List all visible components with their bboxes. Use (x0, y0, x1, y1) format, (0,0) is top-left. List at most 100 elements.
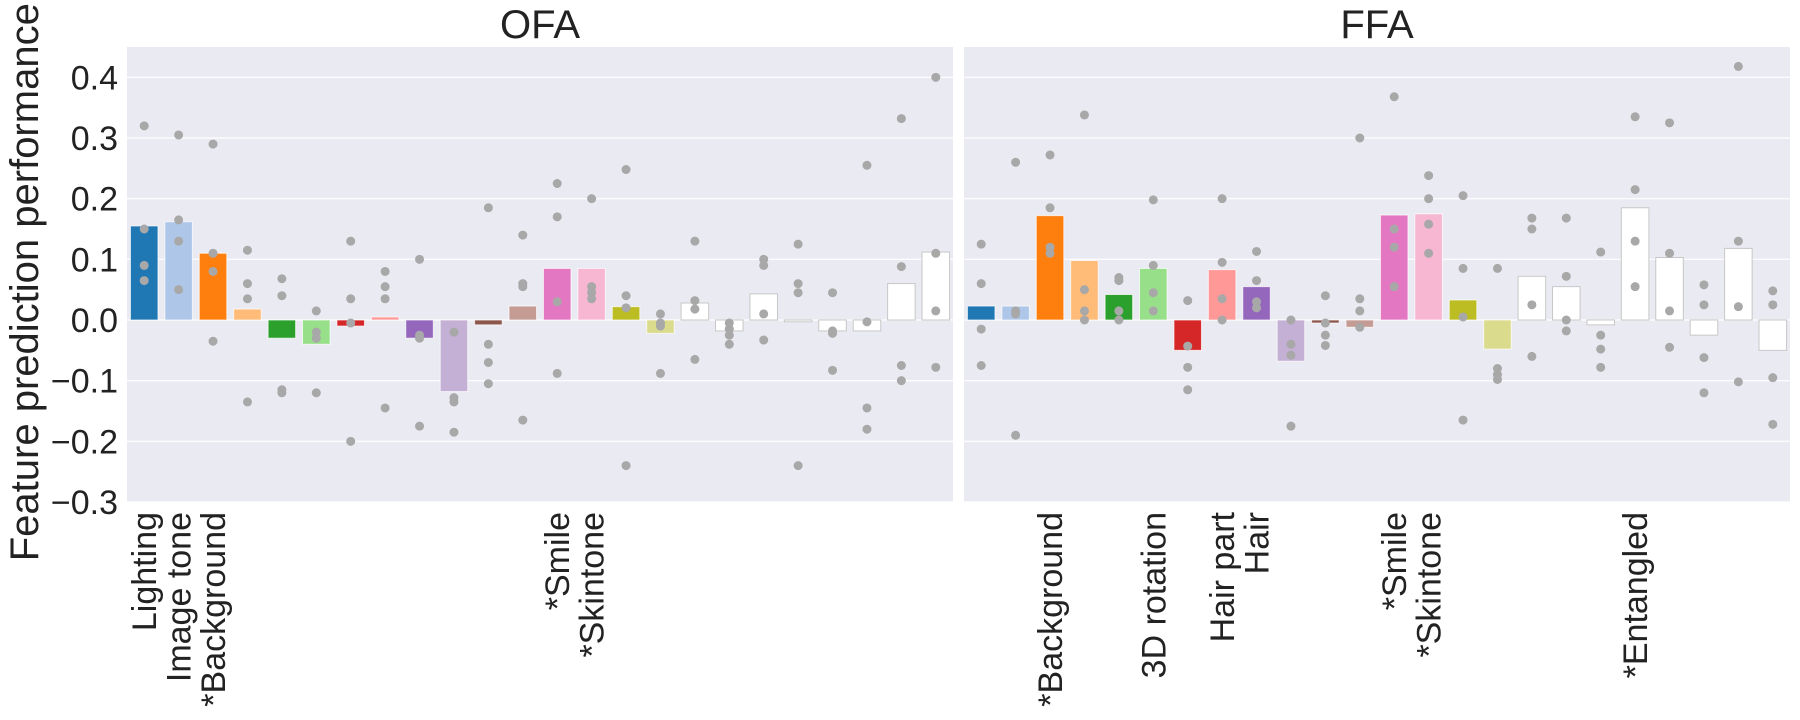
data-point (1079, 306, 1089, 316)
data-point (1011, 157, 1021, 167)
data-point (1286, 350, 1296, 360)
data-point (931, 362, 941, 372)
data-point (1217, 257, 1227, 267)
data-point (449, 427, 459, 437)
data-point (1699, 280, 1709, 290)
data-point (1355, 133, 1365, 143)
y-tick-label: 0.2 (71, 181, 118, 219)
data-point (1252, 246, 1262, 256)
data-point (1424, 194, 1434, 204)
data-point (1527, 224, 1537, 234)
data-point (1183, 362, 1193, 372)
data-point (1630, 112, 1640, 122)
data-point (208, 266, 218, 276)
data-point (1355, 322, 1365, 332)
data-point (1527, 213, 1537, 223)
data-point (139, 224, 149, 234)
data-point (552, 368, 562, 378)
data-point (1320, 340, 1330, 350)
data-point (896, 376, 906, 386)
data-point (1252, 276, 1262, 286)
data-point (1424, 248, 1434, 258)
data-point (1079, 315, 1089, 325)
category-label: *Background (195, 512, 233, 707)
data-point (1148, 195, 1158, 205)
bar (1620, 207, 1650, 321)
data-point (415, 421, 425, 431)
category-label: 3D rotation (1135, 512, 1173, 678)
y-tick-label: −0.1 (51, 363, 118, 401)
data-point (380, 294, 390, 304)
category-label: *Smile (1376, 512, 1414, 610)
data-point (1527, 351, 1537, 361)
data-point (1011, 309, 1021, 319)
bar (474, 319, 503, 326)
data-point (976, 279, 986, 289)
bar (1483, 319, 1512, 350)
data-point (346, 236, 356, 246)
data-point (277, 291, 287, 301)
data-point (1630, 282, 1640, 292)
bar (1655, 257, 1684, 321)
category-label: *Entangled (1617, 512, 1655, 678)
data-point (759, 260, 769, 270)
data-point (1045, 150, 1055, 160)
bar (966, 305, 996, 321)
data-point (346, 436, 356, 446)
data-point (1458, 191, 1468, 201)
data-point (1045, 203, 1055, 213)
category-label: *Smile (539, 512, 577, 610)
data-point (1733, 61, 1743, 71)
data-point (931, 306, 941, 316)
bar (1517, 275, 1547, 321)
data-point (1492, 374, 1502, 384)
data-point (1596, 330, 1606, 340)
data-point (552, 212, 562, 222)
data-point (1079, 285, 1089, 295)
data-point (1733, 377, 1743, 387)
bar (1689, 319, 1719, 336)
data-point (174, 130, 184, 140)
data-point (896, 262, 906, 272)
category-label: *Skintone (574, 512, 612, 658)
data-point (277, 274, 287, 284)
data-point (518, 415, 528, 425)
data-point (1596, 362, 1606, 372)
data-point (311, 388, 321, 398)
data-point (724, 330, 734, 340)
bar (198, 252, 228, 321)
data-point (346, 318, 356, 328)
data-point (1389, 92, 1399, 102)
bar (233, 308, 262, 321)
data-point (242, 397, 252, 407)
data-point (1045, 248, 1055, 258)
data-point (1561, 271, 1571, 281)
data-point (139, 121, 149, 131)
data-point (759, 309, 769, 319)
data-point (1389, 282, 1399, 292)
bar (1758, 319, 1788, 351)
data-point (1561, 213, 1571, 223)
data-point (449, 397, 459, 407)
data-point (139, 276, 149, 286)
data-point (1252, 303, 1262, 313)
bar (164, 221, 193, 321)
data-point (139, 260, 149, 270)
data-point (208, 248, 218, 258)
data-point (174, 215, 184, 225)
data-point (655, 321, 665, 331)
data-point (1286, 421, 1296, 431)
data-point (174, 285, 184, 295)
bar (1586, 319, 1615, 326)
data-point (1355, 306, 1365, 316)
data-point (1183, 385, 1193, 395)
bar (1552, 286, 1581, 321)
data-point (1389, 224, 1399, 234)
data-point (1286, 315, 1296, 325)
data-point (1355, 294, 1365, 304)
data-point (1389, 242, 1399, 252)
data-point (1768, 419, 1778, 429)
data-point (690, 236, 700, 246)
data-point (1424, 171, 1434, 181)
